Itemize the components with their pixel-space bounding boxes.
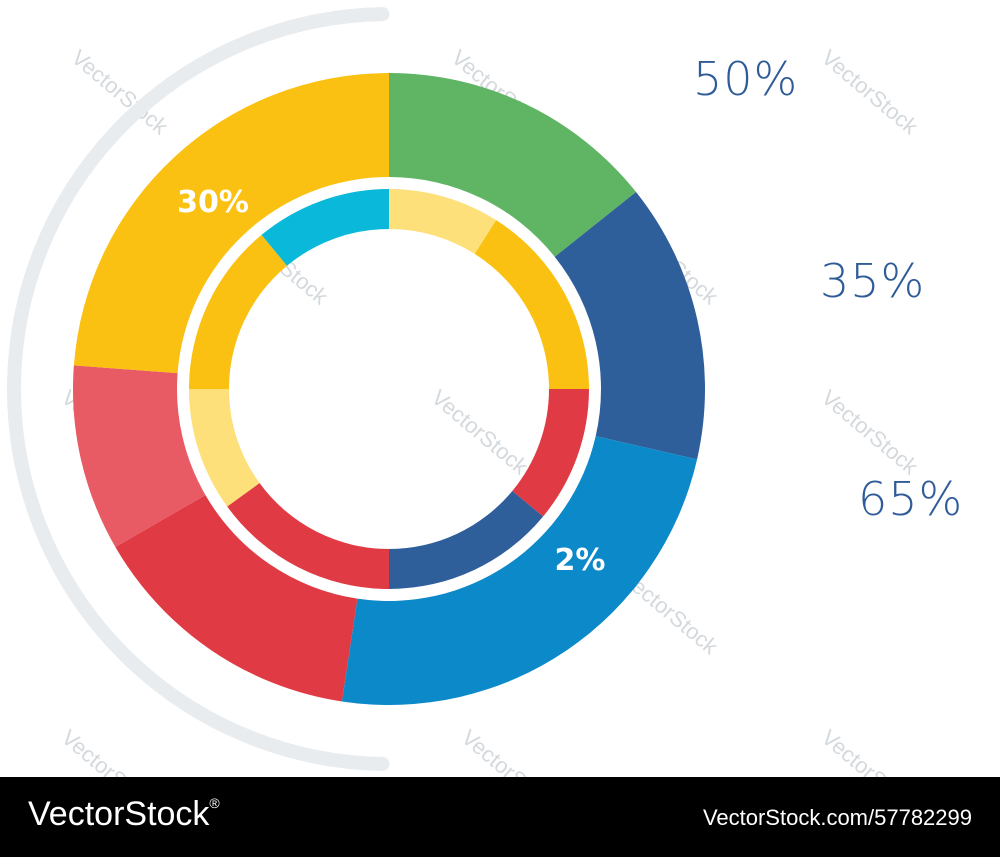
footer-image-id: VectorStock.com/57782299: [702, 805, 972, 830]
side-label-1: 50%: [693, 52, 799, 106]
watermark-text: VectorStock: [817, 385, 924, 480]
inner-segment-3: [512, 389, 589, 517]
watermark-text: VectorStock: [817, 45, 924, 140]
slice-label-1: 30%: [177, 185, 249, 220]
footer-brand-text: VectorStock: [28, 795, 210, 833]
inner-segment-1: [389, 189, 497, 254]
inner-segment-7: [189, 234, 288, 389]
watermark-text: VectorStock: [457, 725, 564, 777]
inner-segment-5: [227, 483, 389, 589]
outer-segment-6: [73, 72, 389, 374]
outer-segment-2: [554, 191, 705, 460]
watermark-text: VectorStock: [427, 385, 534, 480]
outer-segment-1: [389, 73, 637, 257]
watermark-text: VectorStock: [57, 725, 164, 777]
inner-ring: [178, 178, 600, 600]
side-label-3: 65%: [858, 472, 964, 526]
decorative-arc: [7, 7, 390, 771]
outer-segment-4: [115, 495, 358, 702]
footer-bar: VectorStock® VectorStock.com/57782299: [0, 777, 1000, 857]
inner-segment-4: [389, 490, 544, 589]
side-label-2: 35%: [820, 254, 926, 308]
footer-brand: VectorStock®: [28, 795, 220, 834]
inner-segment-8: [261, 189, 389, 266]
inner-segment-6: [189, 389, 260, 507]
outer-segment-5: [72, 365, 206, 547]
chart-canvas: VectorStock VectorStock VectorStock VectorS…: [7, 7, 964, 777]
donut-chart: VectorStock VectorStock VectorStock VectorS…: [7, 7, 924, 777]
inner-segment-2: [474, 220, 589, 389]
outer-ring: [72, 72, 705, 705]
watermark-text: VectorStock: [817, 725, 924, 777]
slice-label-2: 2%: [555, 543, 606, 578]
ring-separator: [178, 178, 600, 600]
slice-labels: 30% 2%: [177, 185, 605, 578]
registered-mark: ®: [209, 795, 220, 811]
outer-segment-3: [341, 436, 698, 705]
